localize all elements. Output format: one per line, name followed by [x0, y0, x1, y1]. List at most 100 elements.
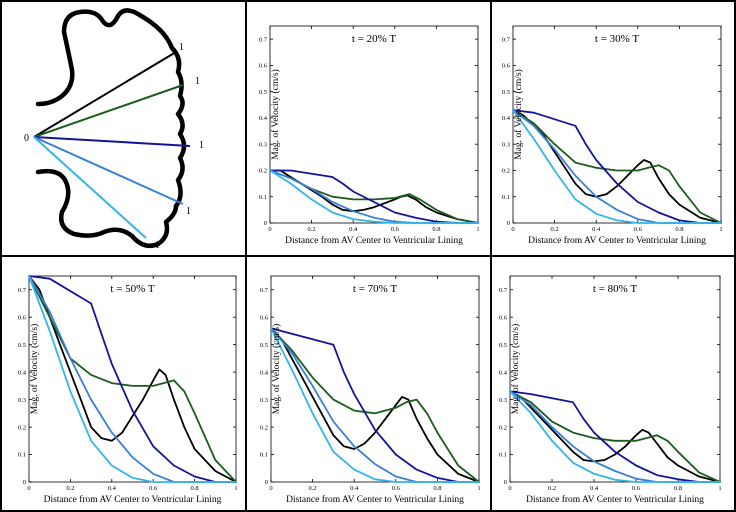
y-tick-label: 0	[504, 479, 507, 486]
series-line-medium-blue	[270, 327, 480, 483]
series-line-medium-blue	[28, 275, 237, 483]
y-axis-label: Mag. of Velocity (cm/s)	[510, 324, 521, 415]
y-tick-label: 0.2	[502, 168, 510, 175]
x-tick-label: 0.2	[548, 485, 556, 492]
end-label-navy: 1	[199, 140, 204, 151]
x-tick-label: 0.2	[308, 226, 316, 233]
y-tick-label: 0.6	[502, 63, 511, 70]
y-tick-label: 0	[507, 220, 510, 227]
series-line-navy	[509, 390, 721, 483]
y-tick-label: 0.7	[260, 287, 269, 294]
series-line-medium-blue	[509, 390, 721, 483]
series-line-black	[28, 275, 237, 483]
plot-area	[28, 275, 237, 483]
x-tick-label: 1	[476, 226, 479, 233]
ventricle-wall-upper	[35, 8, 187, 209]
series-line-dark-green	[269, 169, 479, 224]
y-axis-label: Mag. of Velocity (cm/s)	[271, 324, 282, 415]
y-tick-label: 0.6	[499, 314, 508, 321]
x-tick-label: 0.6	[149, 485, 158, 492]
y-tick-label: 0.2	[259, 168, 267, 175]
y-tick-label: 0.4	[499, 369, 508, 376]
series-line-dark-green	[512, 109, 722, 224]
y-tick-label: 0.5	[259, 89, 267, 96]
y-tick-label: 0.1	[18, 452, 26, 459]
x-axis-label: Distance from AV Center to Ventricular L…	[528, 235, 706, 246]
frame-panel-5	[490, 255, 736, 512]
plot-area	[270, 275, 480, 483]
x-tick-label: 0	[268, 226, 271, 233]
chart-panel-2: 0 0.2 0.4 0.6 0.8 1 0 0.1 0.2 0.3 0.4 0.5 0.6 0.7 t = …	[502, 25, 723, 246]
panel-title: t = 50% T	[110, 283, 154, 295]
x-axis-label: Distance from AV Center to Ventricular L…	[286, 494, 464, 505]
ray-black	[33, 51, 177, 138]
series-line-medium-blue	[512, 109, 722, 224]
series-line-dark-green	[270, 327, 480, 483]
end-label-black: 1	[179, 42, 184, 53]
series-line-light-blue	[269, 169, 479, 224]
y-tick-label: 0	[23, 479, 26, 486]
x-tick-label: 0.4	[350, 485, 359, 492]
y-tick-label: 0.2	[260, 424, 268, 431]
series-line-light-blue	[512, 109, 722, 224]
x-tick-label: 0.2	[551, 226, 559, 233]
series-line-black	[512, 109, 722, 224]
end-label-dark-green: 1	[195, 76, 200, 87]
series-line-dark-green	[509, 390, 721, 483]
y-tick-label: 0.6	[260, 314, 269, 321]
y-tick-label: 0.1	[499, 452, 507, 459]
chart-panel-1: 0 0.2 0.4 0.6 0.8 1 0 0.1 0.2 0.3 0.4 0.5 0.6 0.7 t = …	[259, 25, 480, 246]
y-axis-label: Mag. of Velocity (cm/s)	[29, 324, 40, 415]
series-line-navy	[28, 275, 237, 483]
panel-title: t = 70% T	[353, 283, 397, 295]
y-tick-label: 0.5	[18, 342, 26, 349]
series-line-light-blue	[270, 327, 480, 483]
x-tick-label: 0.4	[590, 485, 599, 492]
y-tick-label: 0.4	[18, 369, 27, 376]
x-tick-label: 0.2	[309, 485, 317, 492]
chart-panel-4: 0 0.2 0.4 0.6 0.8 1 0 0.1 0.2 0.3 0.4 0.5 0.6 0.7 t = …	[260, 275, 481, 505]
plot-area	[509, 275, 721, 483]
y-tick-label: 0.4	[260, 369, 269, 376]
ventricle-wall-lower	[35, 168, 179, 248]
ray-light-blue	[33, 136, 147, 239]
x-tick-label: 0.4	[108, 485, 117, 492]
x-tick-label: 0	[508, 485, 511, 492]
x-tick-label: 0.8	[432, 226, 440, 233]
y-axis-label: Mag. of Velocity (cm/s)	[513, 69, 524, 160]
series-line-light-blue	[28, 275, 237, 483]
y-tick-label: 0.6	[259, 63, 268, 70]
series-line-black	[270, 327, 480, 483]
ray-dark-green	[33, 84, 184, 138]
ventricle-diagram: 0 1 1 1 1 1	[24, 8, 204, 251]
x-tick-label: 1	[477, 485, 480, 492]
series-line-dark-green	[28, 275, 237, 483]
y-tick-label: 0.5	[502, 89, 510, 96]
ray-navy	[33, 136, 191, 147]
y-tick-label: 0.3	[259, 141, 267, 148]
y-tick-label: 0.5	[499, 342, 507, 349]
x-tick-label: 0.6	[632, 485, 641, 492]
y-tick-label: 0.3	[499, 397, 507, 404]
y-tick-label: 0.7	[18, 287, 27, 294]
series-line-light-blue	[509, 390, 721, 483]
y-tick-label: 0	[265, 479, 268, 486]
series-line-black	[509, 390, 721, 483]
plot-area	[512, 25, 722, 224]
origin-label: 0	[24, 133, 29, 144]
ray-medium-blue	[33, 136, 184, 205]
x-tick-label: 0.6	[634, 226, 643, 233]
x-tick-label: 0.4	[592, 226, 601, 233]
x-axis-label: Distance from AV Center to Ventricular L…	[526, 494, 704, 505]
panel-title: t = 20% T	[352, 33, 396, 45]
x-tick-label: 0.8	[675, 226, 683, 233]
x-tick-label: 1	[719, 226, 722, 233]
plot-area	[269, 25, 479, 224]
y-tick-label: 0.4	[502, 115, 511, 122]
y-tick-label: 0.1	[260, 452, 268, 459]
x-tick-label: 0	[269, 485, 272, 492]
y-tick-label: 0.5	[260, 342, 268, 349]
x-tick-label: 0	[511, 226, 514, 233]
series-line-navy	[270, 327, 480, 483]
